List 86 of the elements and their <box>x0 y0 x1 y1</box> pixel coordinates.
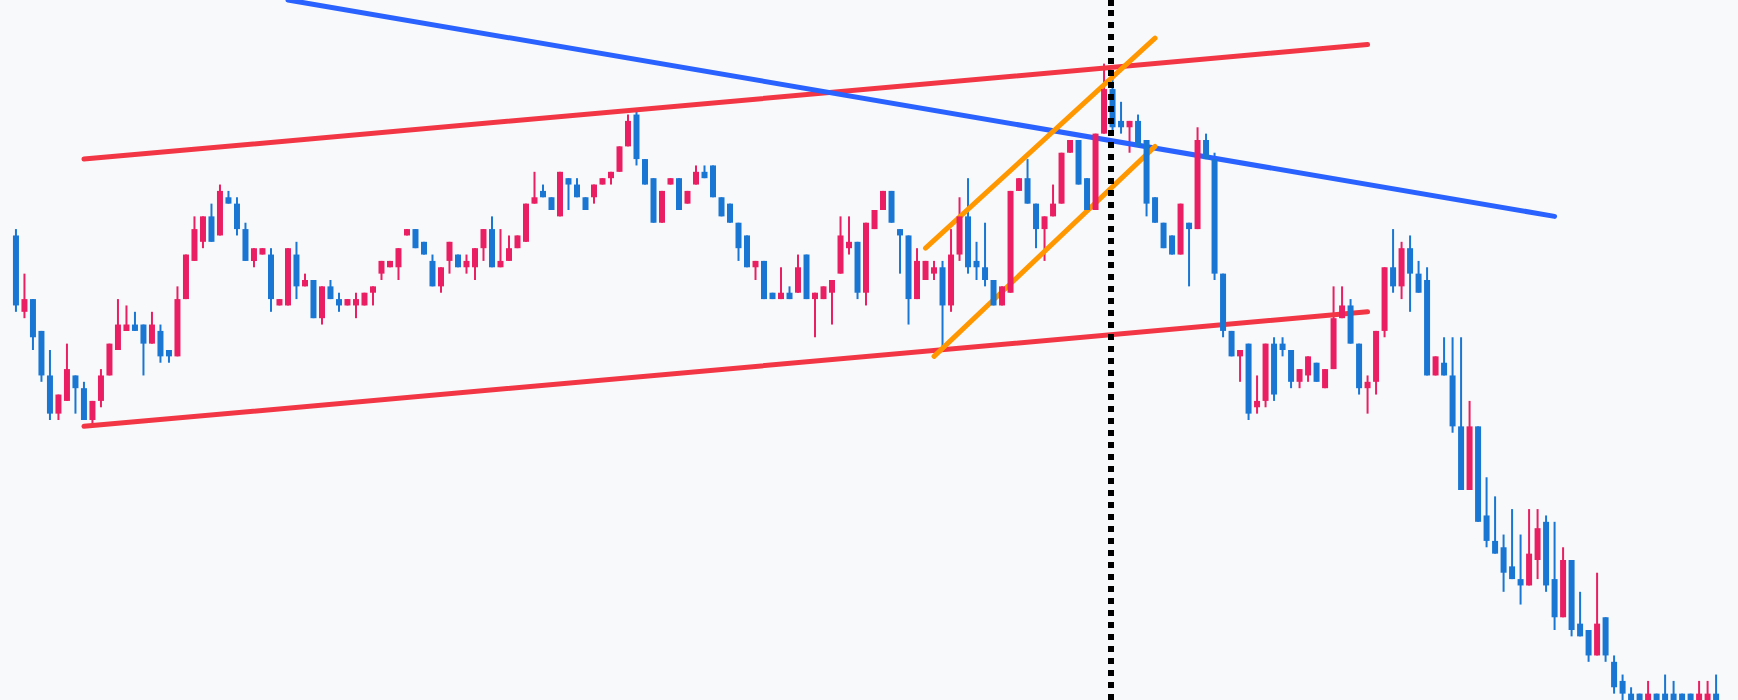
candlestick <box>250 247 257 269</box>
candlestick <box>1517 533 1524 606</box>
candlestick <box>1024 158 1031 205</box>
candlestick <box>242 221 249 262</box>
candlestick <box>888 189 895 224</box>
candlestick <box>1101 62 1108 135</box>
candlestick <box>369 285 376 307</box>
candlestick <box>1407 234 1414 313</box>
candlestick <box>565 177 572 211</box>
candlestick <box>497 228 504 269</box>
candlestick <box>1186 221 1193 288</box>
candlestick <box>1500 533 1507 593</box>
candlestick <box>1364 374 1371 415</box>
candlestick <box>1305 355 1312 383</box>
candlestick <box>693 164 700 186</box>
candlestick <box>1126 119 1133 154</box>
candlestick <box>72 374 79 415</box>
candlestick <box>318 285 325 326</box>
candlestick <box>463 253 470 275</box>
candlestick <box>21 272 28 320</box>
candlestick <box>1033 202 1040 250</box>
candlestick <box>80 380 87 421</box>
candlestick <box>140 323 147 377</box>
candlestick <box>1585 629 1592 663</box>
candlestick <box>939 259 946 351</box>
candlestick <box>97 368 104 409</box>
candlestick <box>1339 285 1346 320</box>
candlestick <box>956 196 963 262</box>
candlestick <box>1041 215 1048 262</box>
candlestick <box>1441 336 1448 377</box>
candlestick <box>505 234 512 262</box>
candlestick <box>148 310 155 345</box>
candlestick <box>1526 508 1533 587</box>
candlestick <box>480 228 487 262</box>
candlestick <box>216 183 223 237</box>
candlestick <box>488 215 495 269</box>
candlestick <box>914 247 921 301</box>
candlestick <box>812 291 819 339</box>
candlestick <box>1602 616 1609 663</box>
candlestick <box>990 279 997 307</box>
candlestick <box>1662 673 1669 700</box>
candlestick <box>352 291 359 320</box>
candlestick <box>1551 520 1558 631</box>
candlestick <box>446 240 453 275</box>
candlestick <box>795 253 802 294</box>
candlestick <box>437 266 444 294</box>
candlestick <box>735 221 742 262</box>
candlestick <box>293 240 300 301</box>
candlestick <box>1356 342 1363 396</box>
candlestick <box>335 291 342 313</box>
candlestick <box>625 113 631 148</box>
candlestick <box>1611 654 1618 695</box>
candlestick <box>633 107 640 167</box>
candlestick <box>157 323 164 364</box>
candlestick <box>982 221 989 288</box>
candlestick <box>931 259 938 281</box>
candlestick <box>208 202 215 243</box>
candlestick <box>837 215 844 275</box>
candlestick <box>778 266 785 301</box>
candlestick <box>1509 508 1516 581</box>
candlestick <box>1594 571 1601 657</box>
candlestick <box>471 247 478 281</box>
candlestick <box>1670 679 1677 700</box>
candlestick <box>1696 679 1703 700</box>
candlestick <box>395 247 402 281</box>
candlestick <box>429 253 436 288</box>
candlestick <box>233 196 240 237</box>
candlestick <box>1237 349 1244 383</box>
candlestick <box>897 228 904 275</box>
candlestick <box>310 279 317 320</box>
candlestick <box>829 279 836 326</box>
candlestick <box>267 247 274 313</box>
candlestick <box>1534 508 1541 581</box>
candlestick <box>1347 298 1354 345</box>
candlestick <box>1288 349 1295 390</box>
candlestick <box>46 349 53 421</box>
candlestick <box>1254 374 1261 415</box>
candlestick <box>1390 228 1397 294</box>
candlestick <box>1203 132 1210 161</box>
candlestick <box>1398 240 1405 301</box>
candlestick <box>531 170 538 205</box>
candlestick <box>616 145 623 173</box>
candlestick <box>1704 679 1711 700</box>
candlestick <box>1713 673 1720 700</box>
candlestick <box>1050 183 1057 218</box>
candlestick <box>1645 679 1652 700</box>
